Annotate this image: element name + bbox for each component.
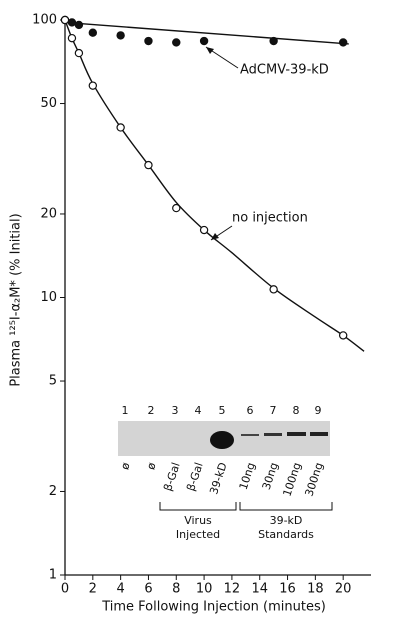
lane-label: 300ng bbox=[303, 461, 326, 498]
lane-label: 39-kD bbox=[207, 461, 230, 496]
lane-label: 10ng bbox=[237, 461, 258, 492]
x-tick-label: 16 bbox=[279, 582, 296, 597]
lane-number: 9 bbox=[315, 404, 322, 417]
x-tick-label: 8 bbox=[172, 582, 180, 597]
data-point bbox=[61, 16, 68, 23]
lane-number: 2 bbox=[148, 404, 155, 417]
y-tick-label: 2 bbox=[49, 484, 57, 499]
lane-label: β-Gal bbox=[184, 461, 205, 493]
lane-label: β-Gal bbox=[161, 461, 182, 493]
y-tick-label: 20 bbox=[40, 206, 57, 221]
data-point bbox=[117, 124, 124, 131]
data-point bbox=[89, 82, 96, 89]
x-tick-label: 10 bbox=[196, 582, 213, 597]
data-point bbox=[75, 21, 82, 28]
group-label: 39-kD bbox=[270, 514, 303, 527]
data-point bbox=[173, 204, 180, 211]
y-tick-label: 1 bbox=[49, 568, 57, 583]
chart: Time Following Injection (minutes) Plasm… bbox=[0, 0, 393, 620]
data-point bbox=[200, 226, 207, 233]
data-point bbox=[200, 37, 207, 44]
lane-number: 1 bbox=[122, 404, 129, 417]
group-label: Virus bbox=[184, 514, 212, 527]
data-point bbox=[117, 32, 124, 39]
lane-number: 6 bbox=[247, 404, 254, 417]
x-axis-label: Time Following Injection (minutes) bbox=[101, 600, 326, 615]
gel-band bbox=[264, 433, 282, 436]
lane-label: 100ng bbox=[281, 461, 304, 498]
data-point bbox=[270, 286, 277, 293]
data-point bbox=[145, 37, 152, 44]
y-tick-label: 100 bbox=[32, 13, 57, 28]
bracket bbox=[240, 502, 332, 510]
x-tick-label: 12 bbox=[224, 582, 241, 597]
lane-number: 7 bbox=[270, 404, 277, 417]
data-point bbox=[89, 29, 96, 36]
x-tick-label: 20 bbox=[335, 582, 352, 597]
group-label: Standards bbox=[258, 528, 314, 541]
data-point bbox=[145, 161, 152, 168]
data-point bbox=[75, 49, 82, 56]
lane-label: 30ng bbox=[260, 461, 281, 492]
lane-number: 5 bbox=[219, 404, 226, 417]
y-tick-label: 5 bbox=[49, 374, 57, 389]
lane-label: ø bbox=[144, 461, 159, 472]
y-tick-label: 50 bbox=[40, 96, 57, 111]
x-tick-label: 18 bbox=[307, 582, 324, 597]
data-point bbox=[173, 39, 180, 46]
lane-label: ø bbox=[118, 461, 133, 472]
x-tick-label: 2 bbox=[89, 582, 97, 597]
y-axis-label: Plasma ¹²⁵I-α₂M* (% Initial) bbox=[9, 213, 24, 386]
data-point bbox=[270, 37, 277, 44]
data-point bbox=[68, 19, 75, 26]
gel-band bbox=[287, 432, 306, 436]
data-point bbox=[340, 332, 347, 339]
series-label: no injection bbox=[232, 211, 308, 226]
lane-number: 4 bbox=[195, 404, 202, 417]
x-tick-label: 14 bbox=[251, 582, 268, 597]
data-point bbox=[340, 39, 347, 46]
y-tick-label: 10 bbox=[40, 290, 57, 305]
x-tick-label: 4 bbox=[116, 582, 124, 597]
series-label: AdCMV-39-kD bbox=[240, 63, 329, 78]
arrowhead bbox=[206, 47, 214, 54]
group-label: Injected bbox=[176, 528, 220, 541]
gel-band bbox=[310, 432, 328, 436]
gel-band bbox=[241, 434, 259, 436]
lane-number: 8 bbox=[293, 404, 300, 417]
data-point bbox=[68, 35, 75, 42]
bracket bbox=[160, 502, 236, 510]
lane-number: 3 bbox=[172, 404, 179, 417]
x-tick-label: 0 bbox=[61, 582, 69, 597]
x-tick-label: 6 bbox=[144, 582, 152, 597]
gel-band bbox=[210, 431, 234, 449]
